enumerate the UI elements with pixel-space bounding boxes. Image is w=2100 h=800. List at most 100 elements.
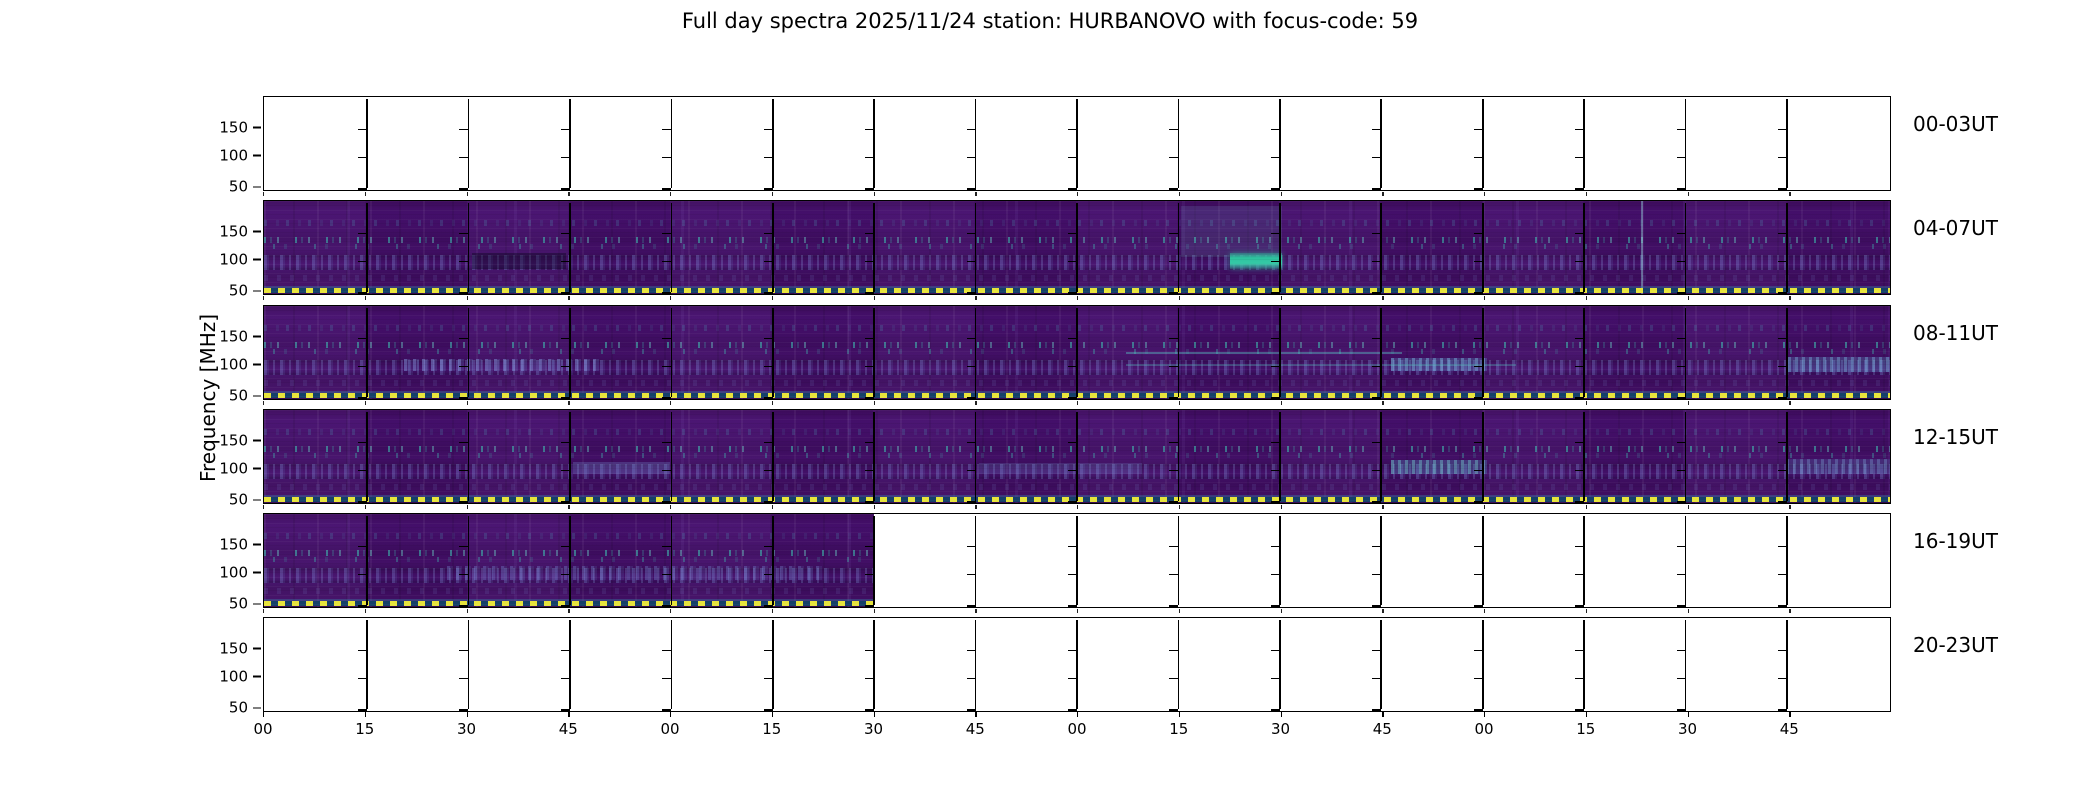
yellow-dotted-baseline (264, 601, 874, 606)
segment-y-tick (1372, 128, 1382, 131)
segment-y-tick (763, 188, 773, 190)
segment-x-tick (771, 608, 774, 613)
segment-y-tick (560, 188, 570, 190)
segment-y-tick (1270, 156, 1280, 159)
segment-y-tick (1372, 649, 1382, 652)
segment-y-tick (1676, 605, 1686, 607)
x-tick-label: 00 (660, 720, 680, 738)
figure-title: Full day spectra 2025/11/24 station: HUR… (681, 9, 1419, 33)
segment-x-tick (1178, 295, 1181, 300)
segment-x-tick (1178, 191, 1181, 196)
panel-row-12-15ut: 150 100 50 12-15UT (219, 409, 1998, 509)
y-tick-50: 50 (229, 596, 261, 612)
segment-y-tick (966, 128, 976, 131)
x-tick-mark (975, 712, 977, 717)
segment-y-tick (1169, 545, 1179, 548)
y-tick-label: 100 (219, 250, 248, 268)
segment-y-tick (1372, 709, 1382, 711)
segment-x-tick (568, 295, 570, 300)
segment-x-tick (1484, 295, 1486, 300)
y-tick-50: 50 (229, 492, 261, 508)
x-tick-label: 15 (1169, 720, 1189, 738)
segment-y-tick (358, 128, 368, 131)
segment-y-tick (1777, 188, 1787, 190)
segment-divider (1177, 515, 1180, 606)
segment-divider (1583, 619, 1585, 710)
segment-y-tick (1372, 605, 1382, 607)
segment-x-tick (364, 295, 367, 300)
segment-divider (467, 619, 470, 710)
segment-y-tick (966, 677, 976, 680)
segment-x-tick (568, 400, 570, 405)
segment-y-tick (1169, 156, 1179, 159)
panel-time-label: 20-23UT (1913, 633, 1998, 657)
y-tick-100: 100 (219, 252, 261, 267)
segment-x-tick (1484, 608, 1486, 613)
segment-divider (1481, 619, 1484, 710)
segment-x-tick (1484, 191, 1486, 196)
segment-x-tick (1687, 295, 1689, 300)
segment-divider (974, 515, 977, 606)
x-axis: 00 15 30 45 00 15 30 45 00 15 30 45 00 15 30 45 (253, 712, 1891, 752)
blue-band-patch (403, 359, 599, 372)
segment-y-tick (966, 649, 976, 652)
y-axis-label: Frequency [MHz] (196, 313, 220, 483)
segment-x-tick (1789, 504, 1791, 509)
segment-y-tick (1777, 605, 1787, 607)
segment-y-tick (662, 128, 672, 131)
y-tick-mark (253, 258, 261, 261)
y-tick-100: 100 (219, 357, 261, 372)
y-tick-100: 100 (219, 565, 261, 580)
segment-x-tick (1280, 191, 1282, 196)
y-tick-mark (253, 499, 261, 501)
segment-y-tick (1169, 188, 1179, 190)
segment-y-tick (1169, 677, 1179, 680)
x-tick-label: 45 (558, 720, 578, 738)
thin-teal-line (1125, 351, 1403, 355)
y-tick-mark (253, 647, 261, 650)
segment-divider (1684, 619, 1687, 710)
segment-y-tick (1270, 573, 1280, 576)
segment-y-tick (1473, 128, 1483, 131)
y-tick-label: 50 (228, 177, 248, 196)
segment-y-tick (1473, 649, 1483, 652)
segment-divider (1279, 515, 1281, 606)
segment-y-tick (1473, 709, 1483, 711)
segment-y-tick (1068, 649, 1077, 652)
segment-y-tick (1068, 677, 1077, 680)
segment-y-tick (1575, 677, 1585, 680)
x-tick-label: 15 (1576, 720, 1596, 738)
100mhz-band (264, 359, 1890, 375)
y-tick-label: 50 (228, 698, 248, 717)
segment-y-tick (1473, 188, 1483, 190)
segment-x-tick (364, 608, 367, 613)
segment-x-tick (1280, 400, 1282, 405)
faint-activity-band (264, 532, 874, 540)
faint-activity-band (264, 219, 1890, 227)
spectrogram-panel-08-11ut (263, 305, 1891, 400)
segment-y-tick (1676, 156, 1686, 159)
segment-divider (873, 98, 875, 189)
blue-band-patch (1785, 459, 1890, 475)
segment-x-tick (975, 191, 977, 196)
yellow-dotted-baseline (264, 288, 1890, 293)
segment-y-tick (358, 156, 368, 159)
segment-y-tick (1270, 677, 1280, 680)
segment-x-tick (670, 191, 672, 196)
segment-y-tick (1575, 156, 1585, 159)
segment-x-tick (568, 608, 570, 613)
x-tick-mark (1484, 712, 1486, 717)
segment-y-tick (1169, 709, 1179, 711)
bright-band-patch (1390, 460, 1487, 475)
segment-y-tick (1270, 545, 1280, 548)
y-tick-label: 150 (219, 327, 248, 345)
y-tick-50: 50 (228, 177, 261, 196)
segment-y-tick (560, 677, 570, 680)
segment-divider (670, 619, 673, 710)
segment-x-tick (873, 608, 875, 613)
segment-x-tick (670, 400, 672, 405)
spectrogram-data (264, 201, 1890, 294)
segment-x-tick (263, 608, 265, 613)
speckle-band (264, 243, 1890, 249)
y-tick-150: 150 (219, 224, 261, 239)
